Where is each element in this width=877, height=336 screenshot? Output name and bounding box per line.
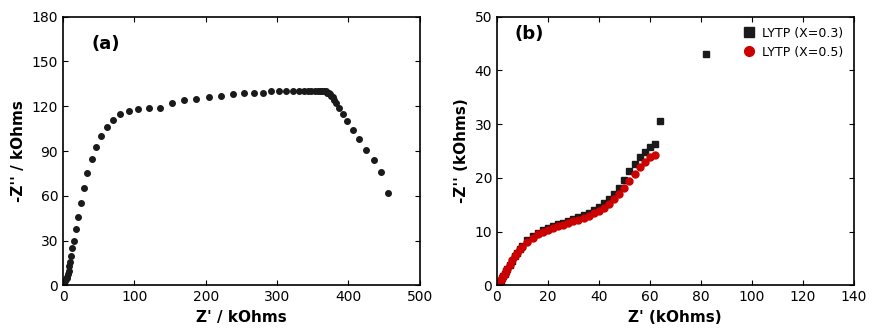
LYTP (X=0.3) xyxy=(509,254,519,258)
LYTP (X=0.3) xyxy=(514,247,524,251)
LYTP (X=0.5) xyxy=(511,251,522,255)
LYTP (X=0.5) xyxy=(557,223,567,227)
LYTP (X=0.5) xyxy=(509,254,519,258)
Line: LYTP (X=0.3): LYTP (X=0.3) xyxy=(494,51,709,287)
LYTP (X=0.5) xyxy=(537,230,547,234)
LYTP (X=0.3) xyxy=(531,231,542,235)
LYTP (X=0.5) xyxy=(618,185,629,190)
LYTP (X=0.3) xyxy=(654,120,665,124)
LYTP (X=0.3) xyxy=(547,224,558,228)
LYTP (X=0.5) xyxy=(547,226,558,230)
LYTP (X=0.5) xyxy=(562,221,573,225)
LYTP (X=0.3) xyxy=(492,282,503,286)
LYTP (X=0.3) xyxy=(593,205,603,209)
LYTP (X=0.3) xyxy=(649,142,660,146)
LYTP (X=0.5) xyxy=(588,211,598,215)
LYTP (X=0.3) xyxy=(503,263,514,267)
LYTP (X=0.3) xyxy=(553,222,563,226)
LYTP (X=0.3) xyxy=(567,217,578,221)
LYTP (X=0.5) xyxy=(492,282,503,286)
LYTP (X=0.3) xyxy=(700,52,710,56)
LYTP (X=0.5) xyxy=(573,218,583,222)
LYTP (X=0.5) xyxy=(503,262,514,266)
LYTP (X=0.3) xyxy=(557,220,567,224)
Text: (a): (a) xyxy=(91,35,120,53)
LYTP (X=0.5) xyxy=(649,153,660,157)
LYTP (X=0.5) xyxy=(522,240,532,244)
Legend: LYTP (X=0.3), LYTP (X=0.5): LYTP (X=0.3), LYTP (X=0.5) xyxy=(737,23,846,62)
LYTP (X=0.5) xyxy=(613,192,624,196)
LYTP (X=0.5) xyxy=(531,233,542,237)
LYTP (X=0.3) xyxy=(633,156,644,160)
LYTP (X=0.3) xyxy=(497,274,508,278)
LYTP (X=0.3) xyxy=(638,150,649,154)
LYTP (X=0.3) xyxy=(537,228,547,232)
LYTP (X=0.3) xyxy=(624,169,634,173)
LYTP (X=0.5) xyxy=(502,267,512,271)
LYTP (X=0.5) xyxy=(499,271,510,276)
LYTP (X=0.5) xyxy=(494,280,504,284)
LYTP (X=0.5) xyxy=(608,198,618,202)
LYTP (X=0.5) xyxy=(638,160,649,164)
LYTP (X=0.5) xyxy=(582,214,593,218)
LYTP (X=0.3) xyxy=(495,279,505,283)
LYTP (X=0.3) xyxy=(506,259,517,263)
LYTP (X=0.5) xyxy=(506,258,517,262)
LYTP (X=0.3) xyxy=(511,251,522,255)
LYTP (X=0.5) xyxy=(517,245,527,249)
Y-axis label: -Z'' (kOhms): -Z'' (kOhms) xyxy=(453,99,468,203)
LYTP (X=0.3) xyxy=(500,269,510,274)
LYTP (X=0.5) xyxy=(500,269,510,273)
LYTP (X=0.3) xyxy=(542,226,553,230)
LYTP (X=0.3) xyxy=(499,272,510,276)
LYTP (X=0.5) xyxy=(629,172,639,176)
LYTP (X=0.3) xyxy=(517,244,527,248)
LYTP (X=0.5) xyxy=(567,219,578,223)
LYTP (X=0.3) xyxy=(494,280,504,284)
LYTP (X=0.5) xyxy=(624,179,634,183)
LYTP (X=0.5) xyxy=(495,278,505,282)
Text: (b): (b) xyxy=(514,25,544,43)
LYTP (X=0.5) xyxy=(644,155,654,159)
LYTP (X=0.5) xyxy=(497,274,508,278)
LYTP (X=0.3) xyxy=(629,163,639,167)
LYTP (X=0.3) xyxy=(644,145,654,149)
LYTP (X=0.5) xyxy=(496,276,507,280)
LYTP (X=0.5) xyxy=(514,247,524,251)
LYTP (X=0.3) xyxy=(502,267,512,271)
LYTP (X=0.3) xyxy=(527,234,538,238)
LYTP (X=0.5) xyxy=(603,202,614,206)
Y-axis label: -Z'' / kOhms: -Z'' / kOhms xyxy=(11,100,26,202)
LYTP (X=0.3) xyxy=(522,238,532,242)
LYTP (X=0.5) xyxy=(598,206,609,210)
LYTP (X=0.3) xyxy=(603,197,614,201)
LYTP (X=0.3) xyxy=(613,185,624,190)
LYTP (X=0.5) xyxy=(633,165,644,169)
LYTP (X=0.3) xyxy=(578,213,588,217)
LYTP (X=0.5) xyxy=(527,236,538,240)
LYTP (X=0.3) xyxy=(588,208,598,212)
X-axis label: Z' / kOhms: Z' / kOhms xyxy=(196,310,287,325)
LYTP (X=0.3) xyxy=(608,192,618,196)
LYTP (X=0.5) xyxy=(578,216,588,220)
LYTP (X=0.3) xyxy=(598,201,609,205)
LYTP (X=0.5) xyxy=(542,227,553,232)
LYTP (X=0.5) xyxy=(553,224,563,228)
LYTP (X=0.3) xyxy=(496,277,507,281)
Line: LYTP (X=0.5): LYTP (X=0.5) xyxy=(494,151,658,287)
LYTP (X=0.3) xyxy=(582,211,593,215)
LYTP (X=0.3) xyxy=(618,178,629,182)
LYTP (X=0.5) xyxy=(593,209,603,213)
LYTP (X=0.3) xyxy=(562,219,573,223)
X-axis label: Z' (kOhms): Z' (kOhms) xyxy=(628,310,721,325)
LYTP (X=0.3) xyxy=(573,215,583,219)
